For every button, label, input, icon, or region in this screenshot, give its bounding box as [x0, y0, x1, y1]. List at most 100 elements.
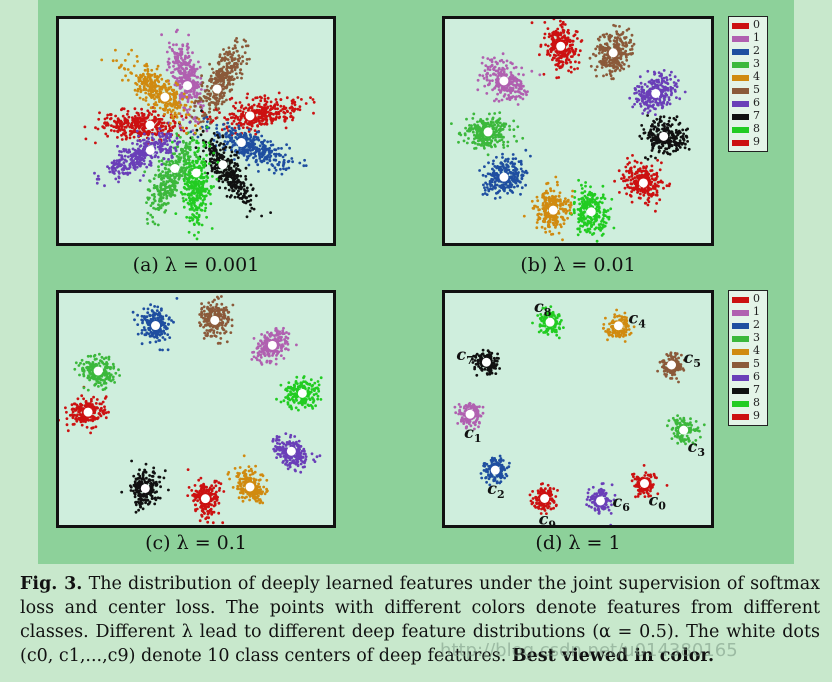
- panel-caption-b: (b) λ = 0.01: [520, 254, 636, 276]
- figure-caption-emphasis: Best viewed in color.: [511, 646, 715, 666]
- legend-swatch: [732, 127, 749, 133]
- legend-entry: 2: [732, 318, 762, 331]
- legend-swatch: [732, 375, 749, 381]
- legend-swatch: [732, 75, 749, 81]
- class-center-dot: [182, 81, 192, 91]
- legend-entry: 1: [732, 305, 762, 318]
- legend-entry: 3: [732, 331, 762, 344]
- legend-entry: 3: [732, 57, 762, 70]
- legend-swatch: [732, 114, 749, 120]
- class-center-dot: [140, 483, 150, 493]
- legend-entry: 9: [732, 135, 762, 148]
- panel-caption-a: (a) λ = 0.001: [132, 254, 260, 276]
- legend-label: 5: [753, 83, 760, 96]
- legend-label: 7: [753, 109, 760, 122]
- legend-swatch: [732, 310, 749, 316]
- class-center-dot: [556, 41, 566, 51]
- legend-label: 0: [753, 292, 760, 305]
- class-center-dot: [151, 321, 161, 331]
- legend-label: 8: [753, 122, 760, 135]
- class-center-dot: [545, 317, 555, 327]
- center-label: c6: [612, 492, 630, 514]
- class-center-dot: [465, 409, 475, 419]
- legend-label: 1: [753, 305, 760, 318]
- class-center-dot: [608, 48, 618, 58]
- class-center-dot: [540, 493, 550, 503]
- class-center-dot: [191, 168, 201, 178]
- figure-label: Fig. 3.: [20, 574, 83, 594]
- legend-entry: 6: [732, 370, 762, 383]
- scatter-panel-c: [56, 290, 336, 528]
- legend-swatch: [732, 414, 749, 420]
- feature-cluster: [450, 111, 525, 157]
- legend-label: 0: [753, 18, 760, 31]
- feature-cluster: [226, 454, 269, 505]
- legend-entry: 6: [732, 96, 762, 109]
- legend-entry: 5: [732, 357, 762, 370]
- legend-entry: 7: [732, 383, 762, 396]
- figure-caption-body: The distribution of deeply learned featu…: [20, 574, 820, 666]
- legend-entry: 5: [732, 83, 762, 96]
- legend-label: 8: [753, 396, 760, 409]
- class-center-dot: [83, 407, 93, 417]
- class-center-dot: [595, 496, 605, 506]
- legend-label: 1: [753, 31, 760, 44]
- legend-swatch: [732, 388, 749, 394]
- legend-swatch: [732, 140, 749, 146]
- center-label: c8: [534, 297, 552, 319]
- legend-swatch: [732, 101, 749, 107]
- class-center-dot: [200, 494, 210, 504]
- watermark-text: http://blog.csdn.net/u014380165: [440, 640, 738, 661]
- panel-caption-d: (d) λ = 1: [535, 532, 621, 554]
- legend-entry: 4: [732, 344, 762, 357]
- feature-cluster: [588, 23, 636, 81]
- class-center-dot: [499, 172, 509, 182]
- class-center-dot: [483, 127, 493, 137]
- center-label: c0: [648, 490, 666, 512]
- scatter-plot-b: [450, 19, 691, 243]
- feature-cluster: [143, 131, 199, 227]
- legend-entry: 4: [732, 70, 762, 83]
- legend-swatch: [732, 297, 749, 303]
- class-center-dot: [679, 425, 689, 435]
- class-center-dot: [218, 160, 228, 170]
- legend-label: 9: [753, 135, 760, 148]
- legend-label: 5: [753, 357, 760, 370]
- legend-label: 6: [753, 96, 760, 109]
- class-center-dot: [267, 340, 277, 350]
- scatter-plot-c: [59, 295, 323, 525]
- center-label: c2: [487, 479, 504, 501]
- class-center-dot: [490, 465, 500, 475]
- feature-cluster: [59, 385, 110, 435]
- class-center-dot: [586, 207, 596, 217]
- class-center-dot: [286, 446, 296, 456]
- legend-entry: 0: [732, 292, 762, 305]
- figure-caption: Fig. 3. The distribution of deeply learn…: [20, 572, 820, 668]
- legend-label: 4: [753, 70, 760, 83]
- class-center-dot: [651, 89, 661, 99]
- scatter-panel-b: [442, 16, 714, 246]
- class-center-dot: [667, 360, 677, 370]
- feature-cluster: [522, 175, 574, 242]
- legend-swatch: [732, 49, 749, 55]
- class-center-dot: [210, 315, 220, 325]
- class-center-dot: [659, 131, 669, 141]
- legend-swatch: [732, 62, 749, 68]
- legend-label: 3: [753, 331, 760, 344]
- legend-entry: 1: [732, 31, 762, 44]
- feature-cluster: [178, 109, 272, 219]
- feature-cluster: [271, 432, 322, 474]
- class-center-dot: [145, 120, 155, 130]
- center-label: c4: [628, 309, 646, 331]
- legend-entry: 8: [732, 396, 762, 409]
- class-center-dot: [245, 111, 255, 121]
- legend-entry: 0: [732, 18, 762, 31]
- class-center-dot: [481, 357, 491, 367]
- legend-label: 3: [753, 57, 760, 70]
- feature-cluster: [530, 19, 584, 80]
- center-label: c9: [539, 509, 556, 525]
- feature-cluster: [613, 154, 672, 213]
